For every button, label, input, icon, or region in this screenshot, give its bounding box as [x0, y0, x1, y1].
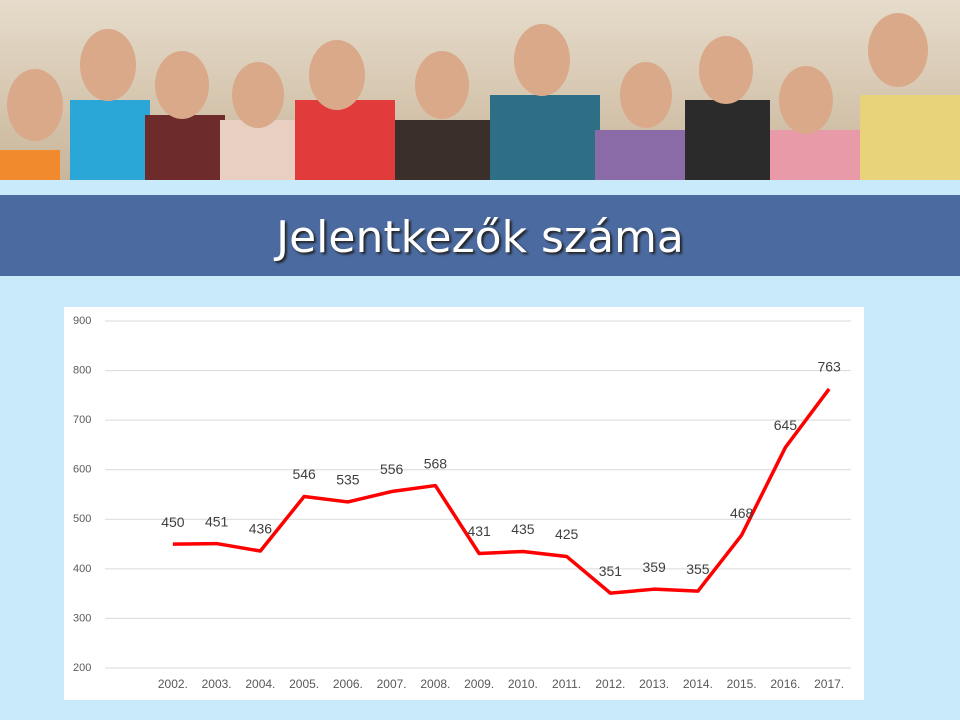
data-label: 425	[555, 526, 579, 542]
data-label: 431	[467, 523, 491, 539]
x-tick-label: 2017.	[814, 677, 844, 691]
x-tick-label: 2015.	[727, 677, 757, 691]
data-line	[172, 387, 831, 595]
x-tick-label: 2009.	[464, 677, 494, 691]
photo-banner	[0, 0, 960, 180]
title-bar	[0, 195, 960, 276]
chart-area	[64, 307, 864, 700]
data-label: 435	[511, 521, 535, 537]
x-tick-label: 2003.	[202, 677, 232, 691]
y-tick-label: 800	[73, 364, 91, 376]
y-tick-label: 300	[73, 612, 91, 624]
y-tick-label: 400	[73, 563, 91, 575]
x-tick-label: 2013.	[639, 677, 669, 691]
x-tick-label: 2005.	[289, 677, 319, 691]
data-label: 568	[424, 455, 448, 471]
data-label: 468	[730, 505, 754, 521]
x-tick-label: 2008.	[420, 677, 450, 691]
data-label: 645	[774, 417, 798, 433]
x-tick-label: 2004.	[245, 677, 275, 691]
data-label: 450	[161, 514, 185, 530]
data-label: 556	[380, 461, 404, 477]
data-label: 546	[292, 466, 316, 482]
data-label: 436	[249, 521, 273, 537]
x-tick-label: 2002.	[158, 677, 188, 691]
data-label: 535	[336, 472, 360, 488]
data-label: 451	[205, 513, 229, 529]
y-tick-label: 600	[73, 464, 91, 476]
data-label: 359	[642, 559, 666, 575]
slide-title: Jelentkezők száma	[273, 212, 684, 263]
y-tick-label: 700	[73, 414, 91, 426]
y-tick-label: 900	[73, 315, 91, 327]
x-tick-label: 2010.	[508, 677, 538, 691]
data-label: 763	[817, 359, 841, 375]
y-tick-label: 500	[73, 513, 91, 525]
x-tick-label: 2006.	[333, 677, 363, 691]
x-tick-label: 2012.	[595, 677, 625, 691]
y-tick-label: 200	[73, 662, 91, 674]
x-tick-label: 2016.	[770, 677, 800, 691]
x-tick-label: 2011.	[552, 677, 581, 691]
data-label: 355	[686, 561, 710, 577]
x-tick-label: 2007.	[377, 677, 407, 691]
x-tick-label: 2014.	[683, 677, 713, 691]
data-label: 351	[599, 563, 623, 579]
